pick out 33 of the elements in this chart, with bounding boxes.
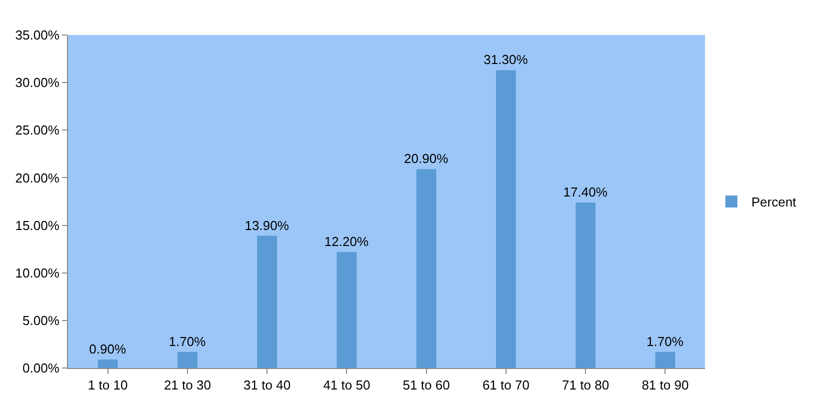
x-tick-label: 61 to 70: [482, 378, 530, 393]
data-label: 20.90%: [404, 151, 449, 166]
x-tick-label: 21 to 30: [164, 378, 211, 393]
data-label: 0.90%: [89, 341, 126, 356]
bar: [177, 352, 198, 368]
x-tick-label: 51 to 60: [402, 378, 450, 393]
data-label: 1.70%: [646, 334, 684, 349]
data-label: 13.90%: [244, 218, 290, 233]
y-tick-label: 20.00%: [15, 170, 60, 186]
y-tick-label: 15.00%: [15, 218, 60, 233]
x-tick-label: 31 to 40: [244, 378, 291, 393]
x-tick-label: 41 to 50: [323, 378, 370, 393]
data-label: 17.40%: [563, 184, 608, 200]
y-tick-label: 5.00%: [22, 312, 60, 328]
bar: [496, 70, 516, 368]
x-tick-label: 81 to 90: [642, 378, 689, 393]
y-tick-label: 35.00%: [15, 28, 60, 43]
data-label: 31.30%: [484, 52, 528, 68]
bar: [98, 359, 118, 368]
bar: [257, 236, 278, 368]
y-tick-label: 30.00%: [15, 75, 60, 90]
data-label: 1.70%: [168, 334, 206, 349]
x-tick-label: 1 to 10: [88, 378, 128, 393]
bar: [655, 352, 676, 368]
data-label: 12.20%: [324, 234, 369, 249]
y-tick-label: 0.00%: [22, 360, 60, 376]
legend-label: Percent: [751, 194, 797, 210]
bar: [416, 169, 436, 368]
y-tick-label: 10.00%: [15, 265, 60, 280]
bar: [576, 202, 596, 368]
y-tick-label: 25.00%: [15, 122, 60, 138]
bar: [336, 252, 357, 368]
x-tick-label: 71 to 80: [562, 378, 610, 393]
